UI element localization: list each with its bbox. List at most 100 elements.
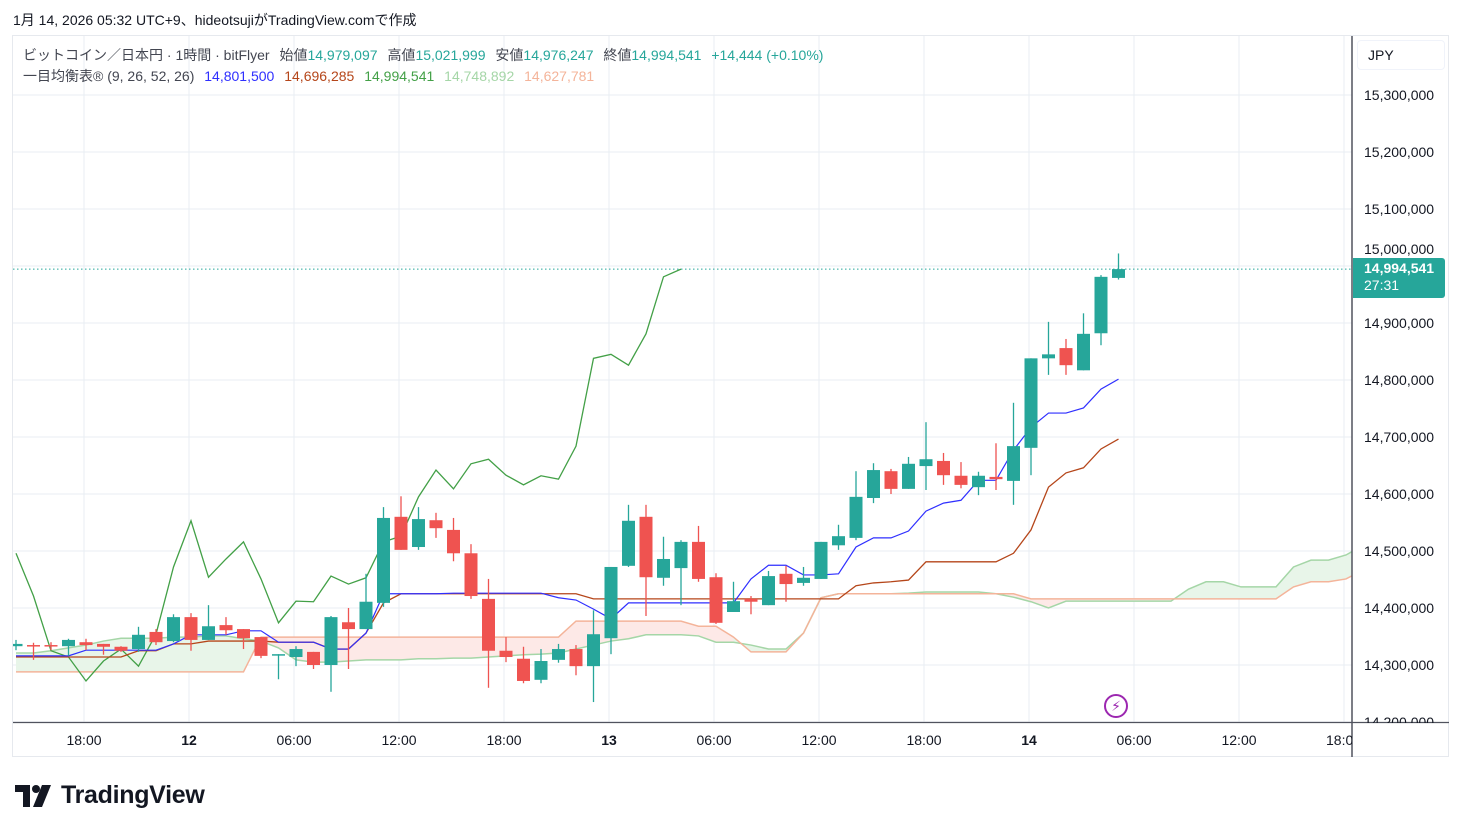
candle [814,541,828,579]
chikou-value: 14,994,541 [364,68,435,84]
candle-body [62,639,75,647]
low-value: 14,976,247 [523,47,594,63]
high-value: 15,021,999 [415,47,486,63]
price-tick-label: 15,300,000 [1364,87,1435,103]
candle-body [604,566,618,639]
price-tick-label: 14,500,000 [1364,543,1435,559]
candle-body [552,649,565,660]
candle [884,468,898,494]
candle-body [307,651,320,665]
price-tick-label: 14,300,000 [1364,657,1435,673]
time-tick-label: 12:00 [381,732,417,748]
chart-frame [12,35,1449,757]
candle [1042,321,1055,375]
candle [972,471,985,496]
candle [79,638,93,651]
candle [1094,275,1108,346]
candle [517,646,530,684]
candle [167,614,180,643]
candle-body [902,463,915,489]
candle [692,525,705,582]
open-value: 14,979,097 [307,47,378,63]
kumo-cloud-segment [453,637,471,659]
current-price-label: 14,994,541 27:31 [1353,258,1445,298]
candle-body [937,460,950,476]
candle-body [744,598,758,602]
candle-body [657,558,670,578]
kumo-cloud-segment [1311,560,1329,582]
candle-body [272,654,285,656]
time-tick-label: 18:00 [66,732,102,748]
candle-body [324,617,338,665]
ohlc-legend: ビットコイン／日本円 · 1時間 · bitFlyer 始値14,979,097… [23,45,829,65]
time-tick-label: 06:00 [696,732,732,748]
kumo-cloud-segment [646,621,664,635]
kumo-cloud-segment [1241,586,1259,599]
price-tick-label: 14,900,000 [1364,315,1435,331]
candle-body [237,629,250,639]
candle-body [377,517,390,603]
kumo-cloud-segment [348,637,366,662]
kumo-cloud-segment [383,637,401,660]
candle [324,615,338,692]
currency-button[interactable]: JPY [1357,40,1445,70]
candle [797,566,810,586]
candle-body [622,520,635,566]
candle [149,629,163,646]
candle-body [289,649,303,658]
candle [27,642,40,660]
kumo-cloud-segment [156,637,174,672]
candle [342,608,355,669]
kumo-cloud-segment [1276,566,1294,599]
senkou-span-a-line [16,550,1352,663]
price-tick-label: 14,400,000 [1364,600,1435,616]
candle-body [184,617,198,640]
candle-body [867,470,880,498]
candle [569,645,583,676]
change-value: +14,444 (+0.10%) [711,47,824,63]
candle [114,646,128,652]
candle [657,536,670,586]
candle [744,596,758,615]
time-tick-label: 18:00 [906,732,942,748]
time-tick-label: 14 [1021,732,1037,748]
candle [832,524,845,550]
candle [727,581,740,612]
grid-lines [13,36,1352,723]
candle-body [219,625,233,631]
candle-body [954,475,968,485]
span-b-value: 14,627,781 [524,68,595,84]
symbol-title[interactable]: ビットコイン／日本円 · 1時間 · bitFlyer [23,47,270,63]
kumo-cloud-segment [173,637,191,672]
lightning-icon[interactable]: ⚡ [1104,694,1128,718]
candle [464,544,478,599]
logo-text: TradingView [61,781,205,809]
candle-body [254,637,268,656]
candle [1112,253,1125,280]
candle-body [692,541,705,579]
time-tick-label: 18:0 [1326,732,1352,748]
candle [552,643,565,663]
candle [62,638,75,656]
indicator-title[interactable]: 一目均衡表® (9, 26, 52, 26) [23,68,195,84]
bar-countdown: 27:31 [1364,277,1400,293]
tradingview-logo[interactable]: TradingView [15,781,205,810]
candle-body [832,536,845,546]
candle-body [97,643,110,647]
candle-body [13,643,23,647]
candle-body [79,642,93,646]
candle [412,507,425,550]
candle-body [464,553,478,597]
current-price-value: 14,994,541 [1364,260,1435,276]
candle-body [1112,269,1125,278]
kumo-cloud-segment [698,626,716,643]
candle-body [132,634,145,650]
kumo-cloud-segment [628,621,646,639]
tradingview-logo-icon [15,784,51,807]
candle [272,654,285,680]
candle-body [412,519,425,548]
time-tick-label: 06:00 [276,732,312,748]
candle [44,642,58,651]
candle [359,573,373,630]
